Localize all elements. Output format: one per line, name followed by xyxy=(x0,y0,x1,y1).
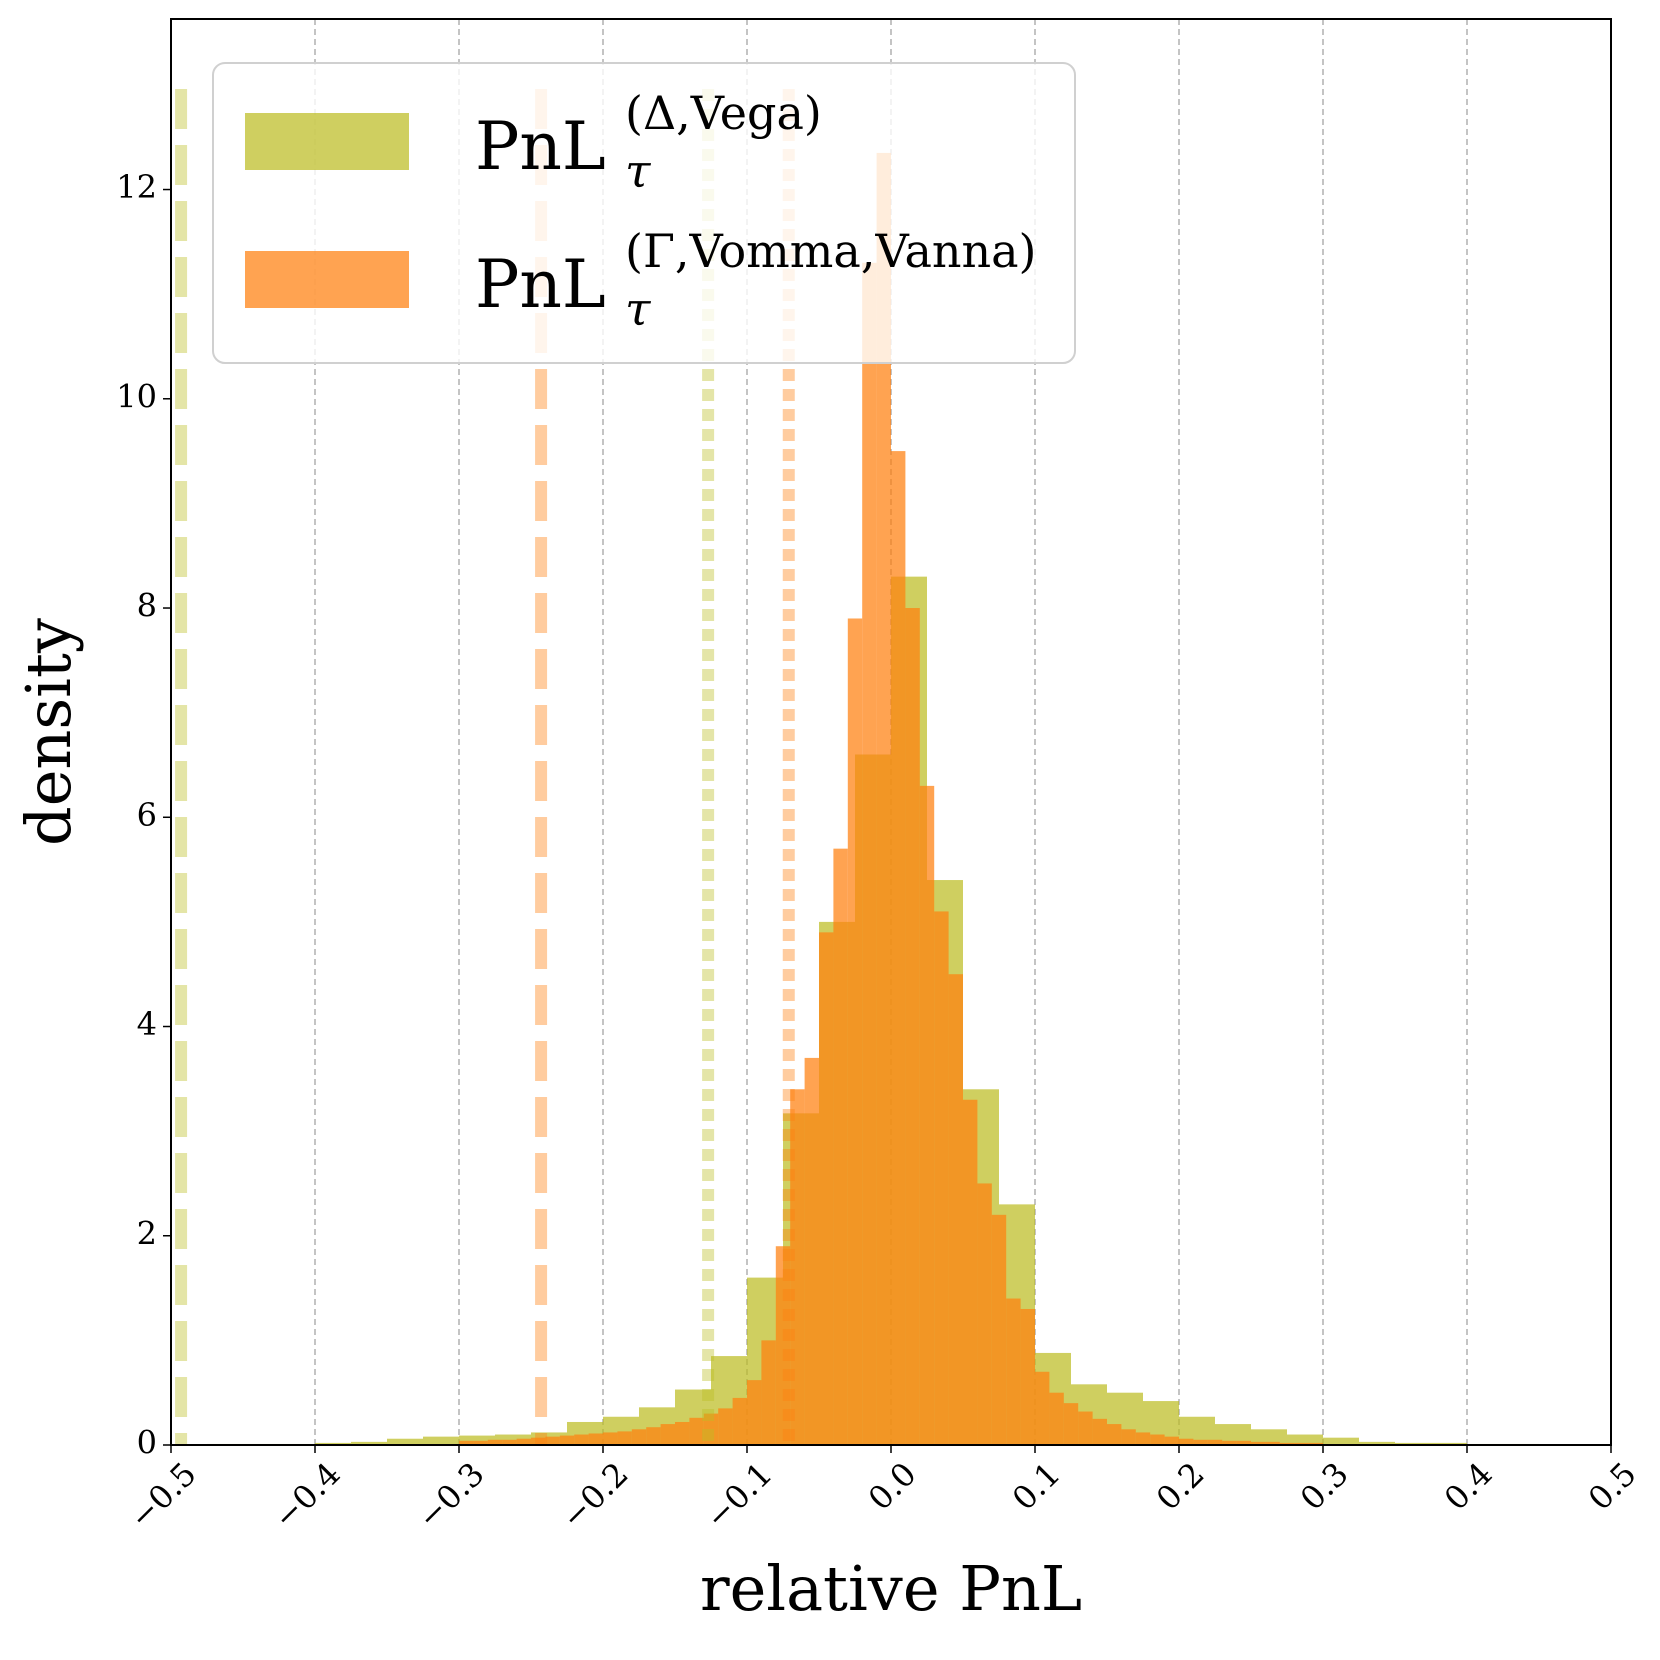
histogram-bar xyxy=(891,451,906,1446)
histogram-bar xyxy=(732,1397,747,1445)
histogram-bar xyxy=(747,1380,762,1445)
histogram-bar xyxy=(459,1440,474,1445)
histogram-bar xyxy=(819,932,834,1445)
histogram-bar xyxy=(1164,1436,1179,1445)
histogram-bar xyxy=(387,1438,423,1445)
histogram-bar xyxy=(1395,1442,1431,1445)
y-tick-label: 12 xyxy=(116,168,157,206)
histogram-bar xyxy=(1121,1429,1136,1445)
histogram-bar xyxy=(905,608,920,1445)
histogram-bar xyxy=(1251,1429,1287,1445)
histogram-bar xyxy=(1107,1424,1122,1445)
x-axis-label: relative PnL xyxy=(700,1552,1082,1625)
histogram-bar xyxy=(487,1439,503,1445)
y-tick-label: 6 xyxy=(137,796,157,834)
histogram-bar xyxy=(847,618,863,1445)
legend-box xyxy=(212,62,1076,364)
y-tick-label: 10 xyxy=(116,377,157,415)
histogram-bar xyxy=(977,1183,992,1445)
histogram-bar xyxy=(1078,1411,1093,1445)
histogram-bar xyxy=(1251,1441,1266,1445)
histogram-bar xyxy=(617,1431,632,1445)
legend-swatch xyxy=(245,113,409,170)
y-tick-label: 0 xyxy=(137,1424,157,1462)
histogram-bar xyxy=(1323,1437,1359,1445)
histogram-bar xyxy=(1207,1439,1223,1445)
legend-label: PnL τ(Γ,Vomma,Vanna) xyxy=(475,224,1037,336)
histogram-bar xyxy=(1135,1432,1151,1445)
histogram-bar xyxy=(660,1424,675,1445)
legend-sup: (Δ,Vega) xyxy=(625,86,822,140)
histogram-bar xyxy=(948,974,963,1445)
histogram-bar xyxy=(631,1429,647,1445)
histogram-bar xyxy=(1279,1442,1295,1445)
histogram-bar xyxy=(761,1340,776,1445)
legend-name: PnL xyxy=(475,246,606,323)
histogram-bar xyxy=(934,911,949,1445)
histogram-bar xyxy=(862,262,877,1445)
legend-sub: τ xyxy=(625,282,652,336)
histogram-bar xyxy=(603,1432,618,1445)
histogram-bar xyxy=(1294,1442,1309,1445)
histogram-bar xyxy=(775,1246,791,1445)
histogram-bar xyxy=(1359,1441,1395,1445)
histogram-bar xyxy=(574,1434,589,1445)
histogram-bar xyxy=(1287,1434,1323,1445)
histogram-bar xyxy=(804,1057,819,1445)
histogram-bar xyxy=(703,1413,719,1445)
histogram-bar xyxy=(423,1436,459,1445)
y-tick-label: 2 xyxy=(137,1214,157,1252)
legend-swatch xyxy=(245,251,409,308)
histogram-bar xyxy=(459,1435,495,1445)
histogram-bar xyxy=(689,1417,704,1445)
histogram-bar xyxy=(963,1099,978,1445)
legend-label: PnL τ(Δ,Vega) xyxy=(475,86,822,198)
y-tick-label: 4 xyxy=(137,1005,157,1043)
histogram-bar xyxy=(1063,1403,1079,1445)
histogram-bar xyxy=(531,1437,546,1445)
plot-frame xyxy=(170,18,1612,1446)
legend-sup: (Γ,Vomma,Vanna) xyxy=(625,224,1037,278)
histogram-bar xyxy=(559,1435,575,1445)
histogram-bar xyxy=(919,785,935,1445)
histogram-bar xyxy=(1150,1434,1165,1445)
histogram-bar xyxy=(1215,1424,1251,1445)
histogram-bar xyxy=(1092,1418,1107,1445)
histogram-bar xyxy=(1020,1308,1035,1445)
histogram-bar xyxy=(1308,1442,1323,1445)
histogram-bar xyxy=(675,1421,690,1445)
histogram-bar xyxy=(646,1427,661,1445)
histogram-bar xyxy=(1179,1438,1194,1445)
histogram-bar xyxy=(545,1436,560,1445)
bars xyxy=(171,152,1575,1446)
histogram-bar xyxy=(1035,1371,1050,1445)
y-tick-label: 8 xyxy=(137,587,157,625)
histogram-bar xyxy=(315,1442,351,1445)
legend: PnL τ(Δ,Vega)PnL τ(Γ,Vomma,Vanna) xyxy=(212,62,1076,364)
histogram-bar xyxy=(473,1440,488,1445)
histogram-bar xyxy=(502,1439,517,1445)
histogram-bar xyxy=(516,1438,531,1445)
histogram-bar xyxy=(351,1441,387,1445)
histogram-bar xyxy=(790,1089,805,1445)
histogram-bar xyxy=(1006,1298,1021,1445)
legend-name: PnL xyxy=(475,108,606,185)
y-axis-label: density xyxy=(12,618,85,846)
histogram-bar xyxy=(1049,1392,1064,1445)
histogram-bar xyxy=(876,152,891,1445)
histogram-bar xyxy=(991,1214,1007,1445)
histogram-bar xyxy=(833,848,848,1445)
histogram-bar xyxy=(1431,1442,1467,1445)
histogram-bar xyxy=(1236,1440,1251,1445)
histogram-bar xyxy=(1222,1440,1237,1445)
histogram-bar xyxy=(1193,1439,1208,1445)
histogram-bar xyxy=(718,1408,733,1445)
histogram-bar xyxy=(1265,1441,1280,1445)
histogram-bar xyxy=(588,1433,603,1445)
legend-sub: τ xyxy=(625,144,652,198)
